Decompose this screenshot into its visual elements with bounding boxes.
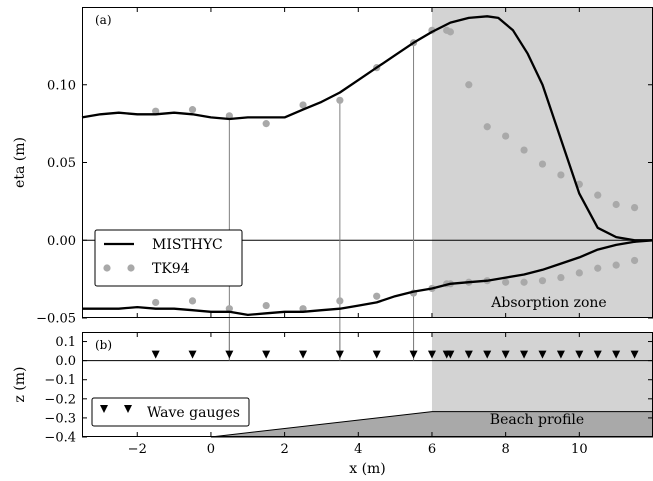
legend-misthyc-label: MISTHYC — [152, 237, 223, 253]
tk94-point — [557, 273, 565, 282]
y-tick-label: 0.00 — [47, 234, 76, 249]
wave-gauge-marker — [225, 350, 234, 359]
wave-gauge-marker — [593, 350, 602, 359]
tk94-points — [152, 26, 639, 313]
legend-dot — [127, 264, 135, 272]
wave-gauge-markers — [151, 350, 639, 359]
tk94-point — [373, 292, 381, 300]
legend-triangle — [100, 405, 108, 413]
wave-gauge-marker — [427, 350, 436, 359]
tk94-point — [262, 301, 270, 310]
tk94-point — [465, 81, 473, 89]
y-tick-label: −0.1 — [44, 373, 76, 388]
tk94-point — [520, 278, 528, 286]
panel-a-label: (a) — [95, 13, 112, 27]
wave-gauge-marker — [575, 350, 584, 359]
wave-gauge-marker — [409, 350, 418, 359]
tk94-point — [483, 123, 491, 131]
wave-gauge-marker — [630, 350, 639, 359]
legend-wave-gauges-swatch — [100, 405, 132, 413]
y-tick-label: 0.10 — [47, 78, 76, 93]
absorption-zone-label: Absorption zone — [490, 295, 606, 311]
tk94-point — [225, 112, 233, 120]
eta-axis-label: eta (m) — [12, 137, 28, 188]
panel-a-ticks: −0.05 0.00 0.05 0.10 — [36, 7, 653, 327]
x-tick-label: 10 — [571, 442, 588, 457]
panel-b-ticks: −0.4 −0.3 −0.2 −0.1 0.0 0.1 −2 0 2 4 6 8 10 — [44, 332, 653, 457]
y-tick-label: −0.2 — [44, 392, 76, 407]
legend-a: MISTHYC TK94 — [94, 229, 243, 287]
wave-gauge-marker — [556, 350, 565, 359]
wave-gauge-marker — [299, 350, 308, 359]
y-tick-label: −0.05 — [36, 312, 76, 327]
tk94-point — [502, 132, 510, 140]
y-tick-label: 0.1 — [55, 335, 76, 350]
gauge-lines-b — [228, 332, 415, 361]
misthyc-lines — [81, 15, 653, 317]
panel-a: −0.05 0.00 0.05 0.10 (a) eta (m) Absorption… — [12, 7, 653, 361]
tk94-point — [594, 264, 602, 272]
panel-b: −0.4 −0.3 −0.2 −0.1 0.0 0.1 −2 0 2 4 6 8 10 (b) z (m… — [12, 332, 653, 477]
x-axis-label: x (m) — [349, 461, 386, 477]
wave-gauge-marker — [262, 350, 271, 359]
wave-gauge-marker — [151, 350, 160, 359]
tk94-point — [594, 191, 602, 199]
legend-b: Wave gauges — [91, 397, 250, 427]
tk94-point — [299, 305, 307, 313]
tk94-point — [612, 200, 620, 209]
tk94-point — [520, 146, 528, 154]
tk94-point — [575, 269, 583, 277]
misthyc-line — [81, 15, 653, 242]
y-tick-label: 0.0 — [55, 354, 76, 369]
tk94-point — [538, 160, 547, 168]
y-tick-label: −0.4 — [44, 431, 76, 446]
tk94-point — [152, 107, 160, 115]
legend-triangle — [124, 405, 132, 413]
x-tick-label: 0 — [207, 442, 215, 457]
x-tick-label: −2 — [128, 442, 147, 457]
x-tick-label: 6 — [428, 442, 436, 457]
beach-profile-label: Beach profile — [490, 412, 584, 428]
tk94-point — [299, 101, 307, 109]
tk94-point — [446, 28, 454, 36]
legend-tk94-swatch — [103, 264, 135, 272]
legend-wave-gauges-label: Wave gauges — [147, 405, 240, 421]
wave-gauge-marker — [612, 350, 621, 359]
panel-b-label: (b) — [95, 338, 112, 352]
tk94-point — [336, 96, 344, 104]
wave-gauge-marker — [538, 350, 547, 359]
wave-gauge-marker — [501, 350, 510, 359]
tk94-point — [538, 277, 547, 285]
legend-dot — [103, 264, 111, 272]
tk94-point — [188, 297, 197, 305]
x-tick-label: 4 — [354, 442, 362, 457]
tk94-point — [557, 171, 565, 179]
tk94-point — [225, 305, 233, 313]
legend-tk94-label: TK94 — [152, 261, 190, 277]
wave-gauge-marker — [188, 350, 197, 359]
z-axis-label: z (m) — [12, 366, 28, 402]
tk94-point — [612, 261, 620, 269]
wave-gauge-marker — [372, 350, 381, 359]
tk94-point — [502, 278, 510, 286]
y-tick-label: −0.3 — [44, 411, 76, 426]
wave-gauge-marker — [483, 350, 492, 359]
wave-gauge-marker — [520, 350, 529, 359]
wave-gauge-marker — [464, 350, 473, 359]
x-tick-label: 8 — [502, 442, 510, 457]
tk94-point — [336, 297, 344, 305]
wave-gauge-marker — [335, 350, 344, 359]
wave-gauge-marker — [446, 350, 455, 359]
y-tick-label: 0.05 — [47, 156, 76, 171]
tk94-point — [152, 298, 160, 307]
x-tick-label: 2 — [280, 442, 288, 457]
tk94-point — [262, 120, 270, 128]
tk94-point — [188, 106, 197, 114]
tk94-point — [630, 256, 639, 265]
tk94-point — [630, 203, 639, 212]
misthyc-line — [82, 239, 653, 317]
